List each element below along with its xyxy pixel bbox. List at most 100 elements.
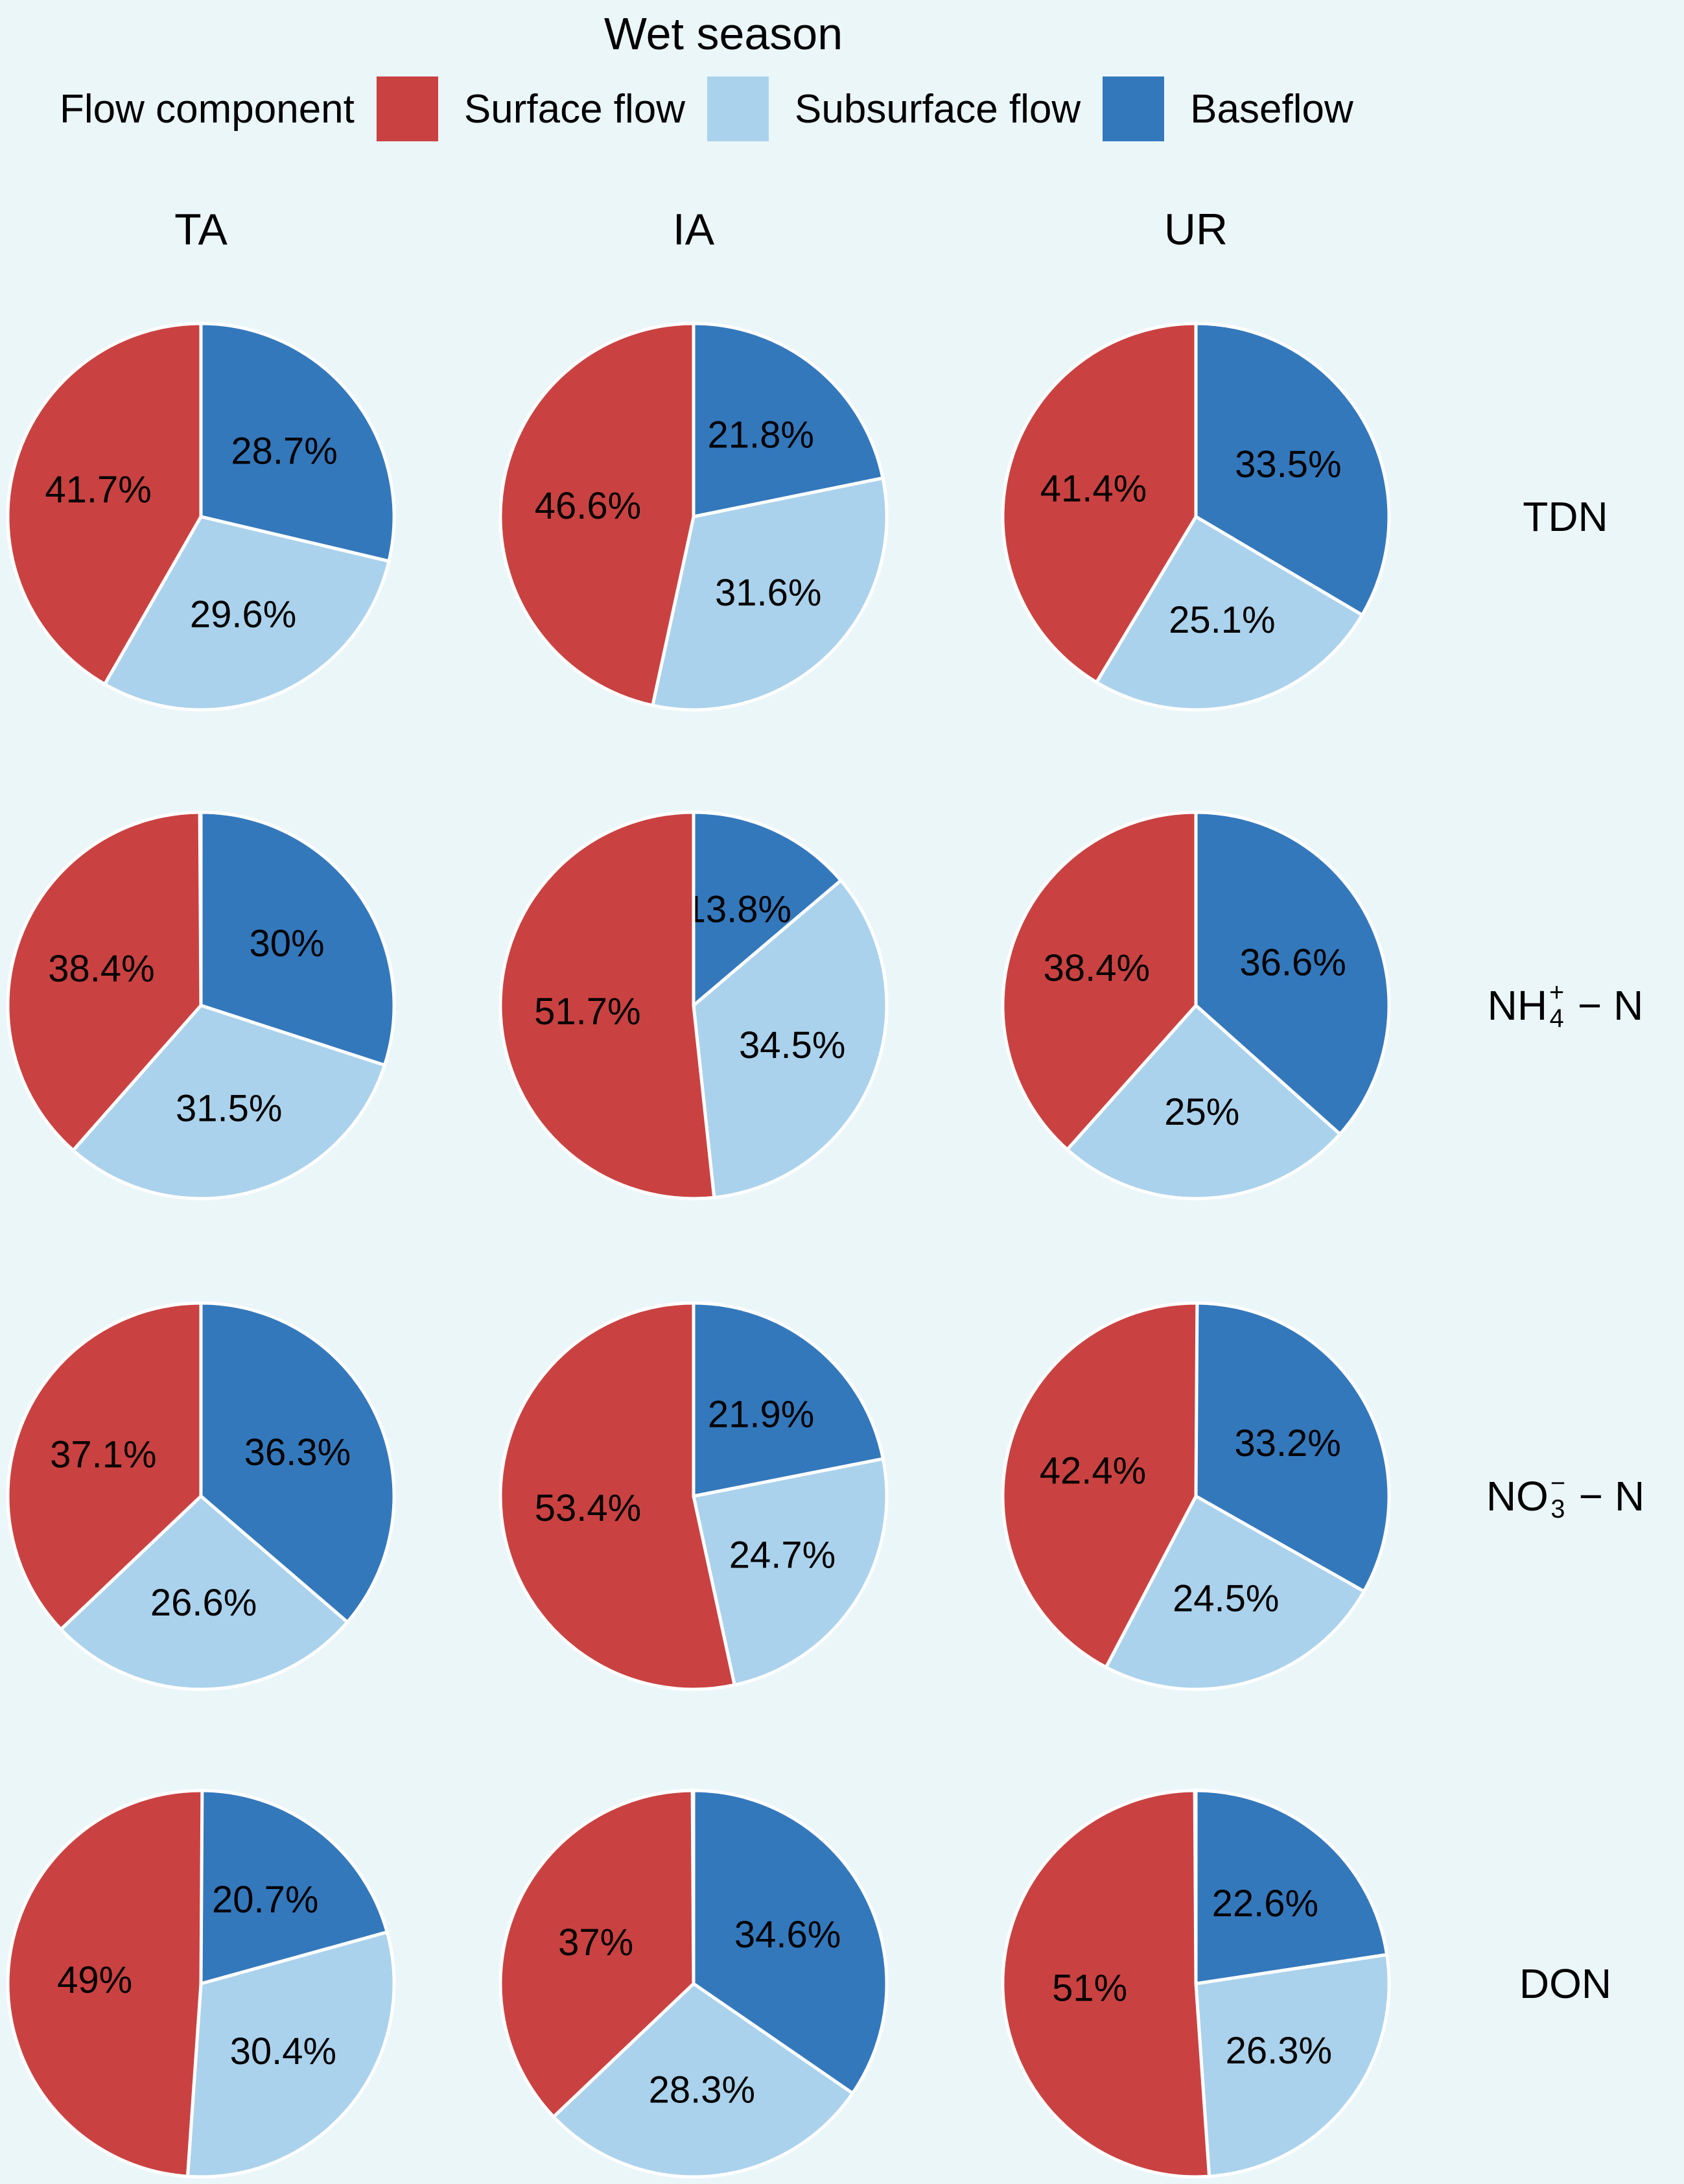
pie-slice-label-baseflow: 28.7% <box>231 430 337 473</box>
row-label-scripts: +4 <box>1549 978 1565 1033</box>
pie-slice-label-subsurface-flow: 24.5% <box>1173 1578 1279 1620</box>
row-label-text: NO <box>1486 1473 1549 1520</box>
pie-slice-label-baseflow: 36.3% <box>244 1431 351 1474</box>
pie-slice-label-surface-flow: 51.7% <box>534 991 640 1033</box>
pie-slice-label-surface-flow: 42.4% <box>1040 1450 1146 1492</box>
row-label-text: DON <box>1519 1960 1612 2007</box>
pie-slice-label-baseflow: 36.6% <box>1239 941 1346 983</box>
pie-don-ur: 22.6% 26.3% 51% <box>1001 1789 1391 2179</box>
pie-slice-label-baseflow: 30% <box>250 922 325 965</box>
pie-don-ia: 34.6% 28.3% 37% <box>498 1789 889 2179</box>
row-label-text: NH <box>1487 982 1548 1029</box>
pie-slice-label-surface-flow: 37.1% <box>50 1434 156 1476</box>
legend-swatch-surface-flow <box>376 76 438 141</box>
pie-slice-surface-flow <box>1001 810 1198 1151</box>
pie-slice-label-surface-flow: 53.4% <box>535 1487 641 1529</box>
column-header-ur: UR <box>1164 205 1228 254</box>
pie-slice-baseflow <box>1194 322 1391 617</box>
pie-slice-subsurface-flow <box>1095 515 1364 712</box>
pie-slice-label-surface-flow: 51% <box>1052 1967 1127 2010</box>
pie-slice-label-subsurface-flow: 34.5% <box>739 1024 845 1066</box>
legend-swatch-baseflow <box>1103 76 1165 141</box>
pie-slice-label-subsurface-flow: 31.6% <box>715 572 821 614</box>
row-label-suffix: − N <box>1567 1473 1645 1520</box>
pie-slice-subsurface-flow <box>552 1982 854 2179</box>
row-label-tdn: TDN <box>1449 478 1682 556</box>
pie-slice-label-baseflow: 20.7% <box>212 1879 318 1921</box>
chart-title: Wet season <box>603 8 843 59</box>
column-header-ta: TA <box>174 205 228 254</box>
pie-slice-label-baseflow: 34.6% <box>734 1914 841 1956</box>
pie-slice-surface-flow <box>6 810 203 1153</box>
row-label-nh4-n: NH +4 − N <box>1449 967 1682 1044</box>
pie-slice-subsurface-flow <box>103 515 391 712</box>
row-label-text: TDN <box>1523 493 1608 540</box>
pie-slice-subsurface-flow <box>1066 1004 1342 1201</box>
legend-label-subsurface-flow: Subsurface flow <box>795 86 1081 132</box>
pie-tdn-ta: 28.7% 29.6% 41.7% <box>6 322 396 712</box>
pie-slice-subsurface-flow <box>59 1494 349 1691</box>
pie-tdn-ur: 33.5% 25.1% 41.4% <box>1001 322 1391 712</box>
pie-slice-baseflow <box>199 1789 389 1986</box>
pie-nh4-n-ur: 36.6% 25% 38.4% <box>1001 810 1391 1201</box>
pie-slice-subsurface-flow <box>1194 1953 1391 2178</box>
pie-slice-label-surface-flow: 38.4% <box>48 948 154 990</box>
pie-slice-label-surface-flow: 37% <box>558 1921 633 1964</box>
pie-slice-label-subsurface-flow: 24.7% <box>729 1534 836 1576</box>
pie-nh4-n-ia: 13.8% 34.5% 51.7% <box>498 810 889 1201</box>
legend-label-baseflow: Baseflow <box>1190 86 1353 132</box>
pie-slice-baseflow <box>692 810 843 1007</box>
pie-slice-surface-flow <box>1001 1301 1199 1669</box>
legend-title: Flow component <box>60 86 355 132</box>
pie-nh4-n-ta: 30% 31.5% 38.4% <box>6 810 396 1201</box>
pie-slice-surface-flow <box>498 322 696 707</box>
row-label-no3-n: NO −3 − N <box>1449 1457 1682 1535</box>
legend: Flow component Surface flow Subsurface fl… <box>60 76 1353 141</box>
pie-no3-n-ta: 36.3% 26.6% 37.1% <box>6 1301 396 1691</box>
pie-tdn-ia: 21.8% 31.6% 46.6% <box>498 322 889 712</box>
pie-slice-label-surface-flow: 41.4% <box>1040 468 1147 510</box>
pie-slice-baseflow <box>199 1301 396 1624</box>
legend-items: Surface flow Subsurface flow Baseflow <box>376 76 1353 141</box>
pie-slice-subsurface-flow <box>185 1930 396 2179</box>
pie-slice-surface-flow <box>6 322 203 686</box>
pie-slice-label-subsurface-flow: 30.4% <box>230 2030 336 2072</box>
pie-slice-baseflow <box>1194 1789 1389 1986</box>
pie-slice-label-subsurface-flow: 28.3% <box>649 2069 755 2111</box>
pie-slice-subsurface-flow <box>651 476 889 712</box>
column-header-ia: IA <box>672 205 715 254</box>
pie-slice-label-baseflow: 21.8% <box>707 414 813 456</box>
row-label-don: DON <box>1449 1945 1682 2023</box>
pie-slice-baseflow <box>692 322 885 519</box>
legend-item-baseflow: Baseflow <box>1103 76 1353 141</box>
pie-slice-subsurface-flow <box>692 1457 889 1687</box>
pie-slice-label-subsurface-flow: 26.6% <box>150 1582 257 1624</box>
pie-slice-label-baseflow: 33.2% <box>1234 1422 1340 1464</box>
pie-slice-label-baseflow: 33.5% <box>1235 443 1341 486</box>
pie-slice-label-surface-flow: 46.6% <box>535 485 641 527</box>
pie-slice-label-subsurface-flow: 26.3% <box>1226 2030 1332 2072</box>
pie-slice-label-baseflow: 22.6% <box>1212 1883 1318 1925</box>
pie-slice-label-subsurface-flow: 29.6% <box>190 594 296 636</box>
pie-slice-label-subsurface-flow: 25% <box>1164 1091 1239 1133</box>
pie-slice-label-surface-flow: 38.4% <box>1044 947 1150 989</box>
legend-item-subsurface-flow: Subsurface flow <box>707 76 1081 141</box>
pie-slice-baseflow <box>199 810 396 1067</box>
pie-slice-label-surface-flow: 49% <box>57 1959 132 2001</box>
pie-slice-label-subsurface-flow: 25.1% <box>1169 599 1275 641</box>
row-label-scripts: −3 <box>1550 1468 1565 1523</box>
pie-no3-n-ur: 33.2% 24.5% 42.4% <box>1001 1301 1391 1691</box>
legend-item-surface-flow: Surface flow <box>376 76 686 141</box>
pie-slice-surface-flow <box>498 1789 696 2119</box>
pie-don-ta: 20.7% 30.4% 49% <box>6 1789 396 2179</box>
legend-label-surface-flow: Surface flow <box>463 86 686 132</box>
pie-no3-n-ia: 21.9% 24.7% 53.4% <box>498 1301 889 1691</box>
pie-slice-label-baseflow: 13.8% <box>685 889 791 931</box>
pie-slice-baseflow <box>199 322 396 563</box>
pie-slice-baseflow <box>1194 810 1391 1136</box>
pie-slice-label-baseflow: 21.9% <box>708 1394 814 1436</box>
pie-slice-surface-flow <box>1001 1789 1211 2179</box>
pie-slice-surface-flow <box>498 810 716 1201</box>
pie-slice-label-subsurface-flow: 31.5% <box>176 1087 282 1129</box>
